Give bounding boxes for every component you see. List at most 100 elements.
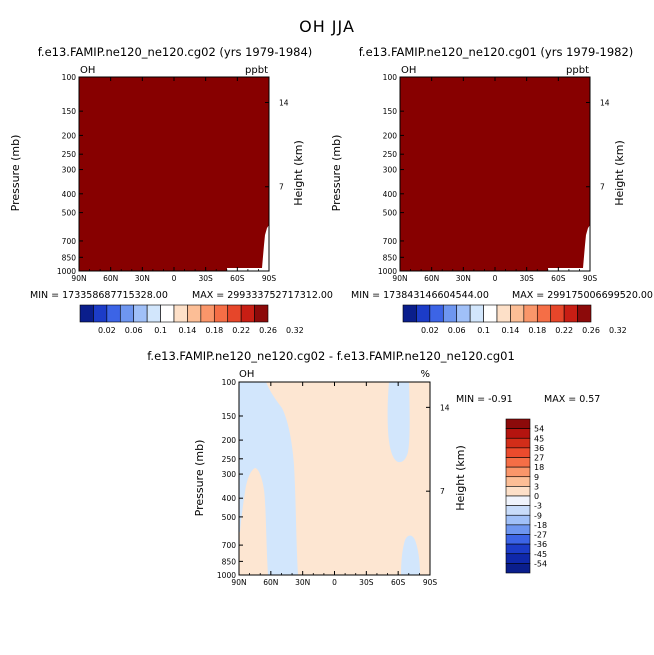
y-tick-label: 150 xyxy=(383,107,398,116)
colorbar-swatch xyxy=(496,304,511,323)
y-tick-label: 500 xyxy=(62,209,77,218)
y-tick-label: 100 xyxy=(383,73,398,82)
y-tick-label: 250 xyxy=(383,150,398,159)
y-tick-label: 250 xyxy=(62,150,77,159)
colorbar-label: 0.18 xyxy=(205,326,223,335)
colorbar-label: 0.14 xyxy=(179,326,197,335)
y-tick-label: 1000 xyxy=(57,267,76,276)
colorbar-swatch xyxy=(429,304,444,323)
variable-label: OH xyxy=(80,65,95,76)
y-tick-label: 150 xyxy=(222,412,237,421)
blank-patch-edge xyxy=(583,225,590,268)
y2-axis-label: Height (km) xyxy=(454,445,467,511)
colorbar-swatch xyxy=(505,505,531,516)
y2-tick-label: 14 xyxy=(600,98,610,107)
x-tick-label: 0 xyxy=(172,274,177,283)
colorbar-label: 0.22 xyxy=(555,326,573,335)
y-tick-label: 300 xyxy=(383,166,398,175)
colorbar-swatch xyxy=(119,304,135,323)
colorbar-label: 0.1 xyxy=(154,326,167,335)
colorbar-swatch xyxy=(227,304,242,323)
units-label: ppbt xyxy=(245,65,268,76)
negative-region-north xyxy=(239,382,298,575)
colorbar-label: -27 xyxy=(534,531,547,540)
x-tick-label: 60N xyxy=(263,578,278,587)
colorbar-swatch xyxy=(173,304,188,323)
x-tick-label: 30N xyxy=(456,274,471,283)
colorbar-label: 0.02 xyxy=(421,326,439,335)
y-axis-label: Pressure (mb) xyxy=(193,440,206,517)
y-axis: 100 150 200 250 300 400 500 700 850 1000 xyxy=(57,73,83,276)
x-tick-label: 30S xyxy=(359,578,374,587)
colorbar-swatch xyxy=(240,304,255,323)
colorbar: 0.02 0.06 0.1 0.14 0.18 0.22 0.26 0.32 xyxy=(79,304,304,335)
colorbar-label: -45 xyxy=(534,550,547,559)
y-tick-label: 850 xyxy=(383,253,398,262)
colorbar-swatch xyxy=(160,304,175,323)
y-axis: 100 150 200 250 300 400 500 700 850 1000 xyxy=(378,73,404,276)
y-tick-label: 250 xyxy=(222,455,237,464)
panel-title: f.e13.FAMIP.ne120_ne120.cg02 (yrs 1979-1… xyxy=(38,45,313,59)
colorbar-label: 45 xyxy=(534,434,544,443)
colorbar: 0.02 0.06 0.1 0.14 0.18 0.22 0.26 0.32 xyxy=(402,304,627,335)
colorbar-swatch xyxy=(416,304,431,323)
colorbar-label: 0.06 xyxy=(125,326,143,335)
colorbar-label: -3 xyxy=(534,502,542,511)
data-field xyxy=(400,77,590,271)
y-tick-label: 850 xyxy=(62,253,77,262)
colorbar-swatch xyxy=(505,457,531,468)
y-tick-label: 1000 xyxy=(217,571,236,580)
x-tick-label: 60S xyxy=(230,274,245,283)
y-tick-label: 100 xyxy=(62,73,77,82)
colorbar-swatch xyxy=(442,304,458,323)
y2-tick-label: 14 xyxy=(279,98,289,107)
x-tick-label: 90N xyxy=(71,274,86,283)
x-tick-label: 90S xyxy=(583,274,598,283)
y2-axis-label: Height (km) xyxy=(292,140,305,206)
colorbar-swatch xyxy=(133,304,148,323)
x-tick-label: 30N xyxy=(295,578,310,587)
colorbar-swatch xyxy=(577,304,592,323)
y2-tick-label: 7 xyxy=(440,487,445,496)
y2-axis: 14 7 xyxy=(586,98,610,192)
x-tick-label: 30N xyxy=(135,274,150,283)
y-axis-label: Pressure (mb) xyxy=(330,135,343,212)
y-tick-label: 150 xyxy=(62,107,77,116)
colorbar-swatch xyxy=(505,514,531,526)
y2-axis-label: Height (km) xyxy=(613,140,626,206)
x-tick-label: 60S xyxy=(551,274,566,283)
max-label: MAX = 299175006699520.00 xyxy=(512,290,653,301)
x-tick-label: 60S xyxy=(391,578,406,587)
colorbar-label: 0.1 xyxy=(477,326,490,335)
colorbar-swatch xyxy=(93,304,108,323)
colorbar-label: 54 xyxy=(534,425,544,434)
x-tick-label: 90S xyxy=(423,578,438,587)
colorbar-swatch xyxy=(563,304,578,323)
colorbar-label: 0.26 xyxy=(582,326,600,335)
blank-patch-edge xyxy=(262,225,269,268)
colorbar-swatch xyxy=(505,447,531,458)
negative-region-south-upper xyxy=(387,382,410,463)
x-tick-label: 30S xyxy=(520,274,535,283)
units-label: ppbt xyxy=(566,65,589,76)
colorbar-swatch xyxy=(505,486,531,497)
y-tick-label: 300 xyxy=(62,166,77,175)
colorbar-swatch xyxy=(505,466,531,478)
colorbar-swatch xyxy=(200,304,215,323)
colorbar-swatch xyxy=(505,524,531,535)
panel-title: f.e13.FAMIP.ne120_ne120.cg02 - f.e13.FAM… xyxy=(147,349,515,363)
y-tick-label: 500 xyxy=(222,513,237,522)
colorbar-swatch xyxy=(254,304,269,323)
y2-tick-label: 14 xyxy=(440,403,450,412)
colorbar-label: -54 xyxy=(534,559,547,568)
colorbar-swatch xyxy=(536,304,552,323)
units-label: % xyxy=(420,369,430,380)
y-tick-label: 700 xyxy=(222,541,237,550)
variable-label: OH xyxy=(401,65,416,76)
colorbar-label: 0.32 xyxy=(609,326,627,335)
colorbar-swatch xyxy=(505,563,531,574)
y2-tick-label: 7 xyxy=(600,183,605,192)
y-tick-label: 200 xyxy=(222,436,237,445)
y-tick-label: 100 xyxy=(222,378,237,387)
